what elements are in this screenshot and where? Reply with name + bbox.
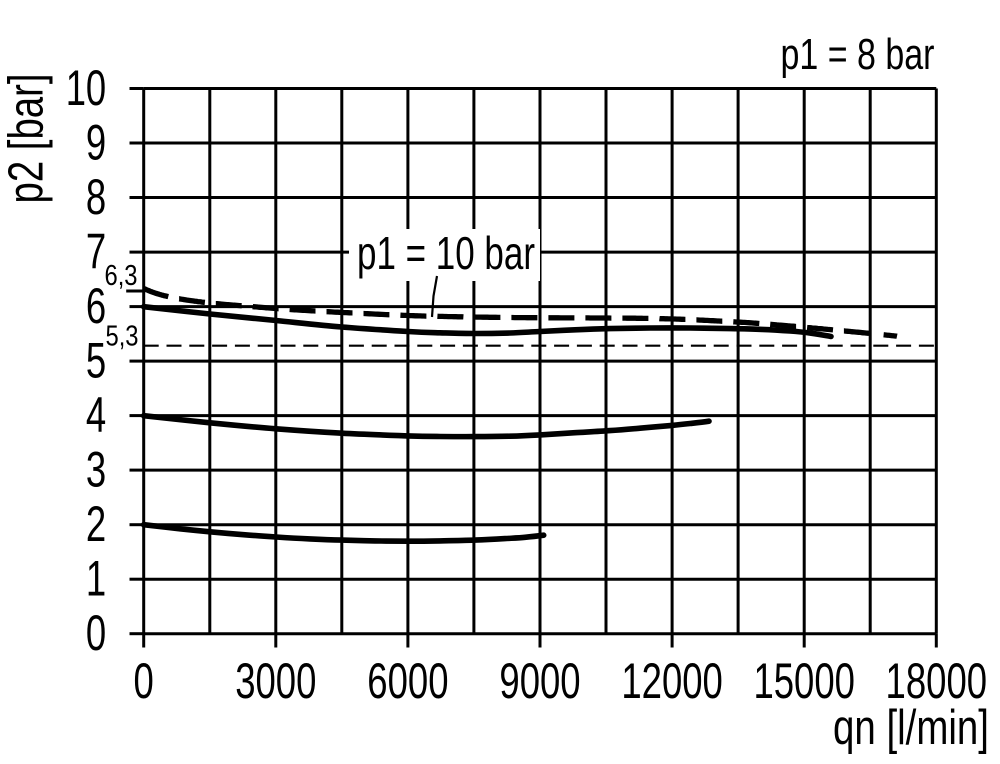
svg-text:1: 1: [86, 551, 106, 607]
svg-text:9000: 9000: [499, 653, 580, 709]
svg-text:qn [l/min]: qn [l/min]: [833, 701, 989, 755]
svg-text:3: 3: [86, 441, 106, 497]
svg-text:10: 10: [66, 60, 107, 116]
svg-text:6,3: 6,3: [105, 260, 138, 292]
svg-text:18000: 18000: [886, 653, 988, 709]
svg-text:0: 0: [134, 653, 154, 709]
svg-text:8: 8: [86, 169, 106, 225]
svg-text:4: 4: [86, 387, 106, 443]
svg-text:p1 = 8 bar: p1 = 8 bar: [781, 30, 935, 79]
svg-text:0: 0: [86, 605, 106, 661]
svg-text:p2 [bar]: p2 [bar]: [0, 74, 54, 204]
svg-text:5,3: 5,3: [106, 321, 139, 353]
svg-text:5: 5: [86, 332, 106, 388]
svg-text:3000: 3000: [235, 653, 316, 709]
svg-text:12000: 12000: [621, 653, 723, 709]
svg-text:p1 = 10 bar: p1 = 10 bar: [357, 227, 535, 279]
svg-text:6: 6: [86, 278, 106, 334]
svg-text:2: 2: [86, 496, 106, 552]
svg-text:7: 7: [86, 223, 106, 279]
svg-text:15000: 15000: [753, 653, 855, 709]
svg-text:9: 9: [86, 114, 106, 170]
svg-text:6000: 6000: [367, 653, 448, 709]
